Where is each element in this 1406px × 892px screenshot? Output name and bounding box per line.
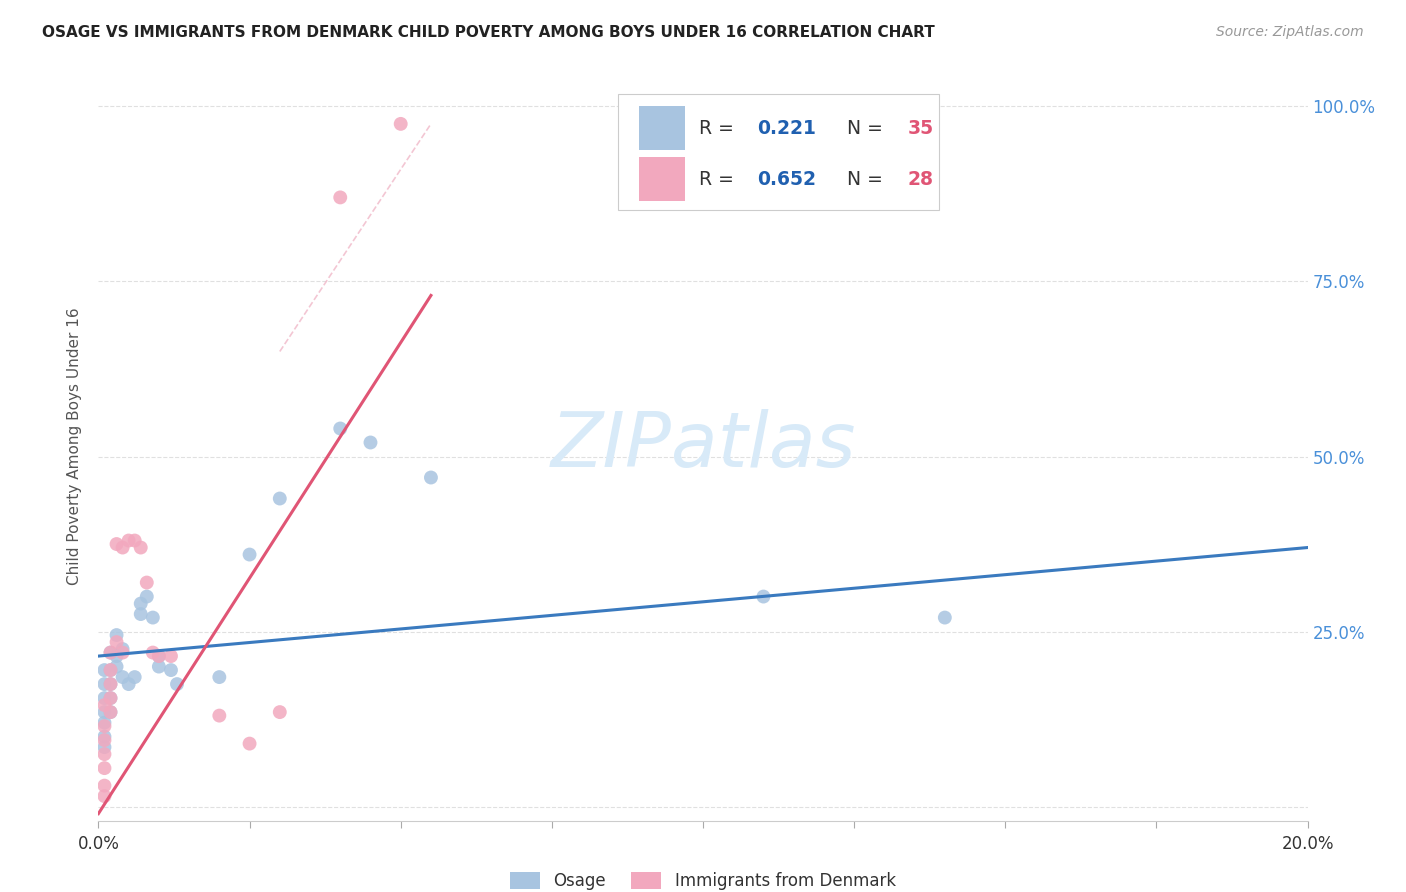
Legend: Osage, Immigrants from Denmark: Osage, Immigrants from Denmark (502, 863, 904, 892)
Point (360, 435, 382, 450)
Point (100, 677, 122, 691)
Point (93, 740, 115, 755)
Point (105, 537, 128, 551)
Point (100, 691, 122, 706)
Point (142, 646, 165, 660)
Text: N =: N = (835, 169, 889, 188)
Text: N =: N = (835, 119, 889, 137)
Point (329, 190, 352, 204)
Y-axis label: Child Poverty Among Boys Under 16: Child Poverty Among Boys Under 16 (67, 307, 83, 585)
Point (93, 733, 115, 747)
Point (269, 491, 291, 506)
Point (93, 705, 115, 719)
Point (105, 649, 128, 664)
Text: ZIPatlas: ZIPatlas (550, 409, 856, 483)
Point (752, 590, 775, 604)
Point (93, 715, 115, 730)
Point (934, 610, 956, 624)
Point (100, 646, 122, 660)
Text: 0.221: 0.221 (758, 119, 817, 137)
Point (118, 677, 141, 691)
Text: 0.652: 0.652 (758, 169, 817, 188)
Point (329, 421, 352, 435)
Point (124, 670, 146, 684)
Point (111, 670, 134, 684)
Text: R =: R = (699, 169, 740, 188)
Point (135, 575, 157, 590)
Point (239, 548, 262, 562)
Point (148, 659, 170, 673)
FancyBboxPatch shape (619, 94, 939, 210)
Text: OSAGE VS IMMIGRANTS FROM DENMARK CHILD POVERTY AMONG BOYS UNDER 16 CORRELATION C: OSAGE VS IMMIGRANTS FROM DENMARK CHILD P… (42, 25, 935, 40)
Text: 28: 28 (907, 169, 934, 188)
Point (135, 590, 157, 604)
Point (93, 747, 115, 761)
Point (111, 642, 134, 657)
Point (100, 646, 122, 660)
Bar (638, 106, 685, 150)
Point (93, 698, 115, 712)
Point (129, 541, 152, 555)
Point (111, 646, 134, 660)
Point (129, 597, 152, 611)
Point (166, 677, 188, 691)
Text: 35: 35 (907, 119, 934, 137)
Point (148, 649, 170, 664)
Point (93, 677, 115, 691)
Point (111, 541, 134, 555)
Point (93, 761, 115, 775)
Point (105, 635, 128, 649)
Point (239, 737, 262, 751)
Point (160, 649, 183, 664)
Point (208, 670, 231, 684)
Point (124, 533, 146, 548)
Point (105, 659, 128, 673)
Point (142, 610, 165, 624)
Point (269, 705, 291, 719)
Point (100, 677, 122, 691)
Point (389, 117, 412, 131)
Point (93, 691, 115, 706)
Point (208, 708, 231, 723)
Point (100, 705, 122, 719)
Text: Source: ZipAtlas.com: Source: ZipAtlas.com (1216, 25, 1364, 39)
Point (100, 705, 122, 719)
Point (93, 663, 115, 677)
Point (420, 470, 443, 484)
Point (105, 628, 128, 642)
Text: R =: R = (699, 119, 740, 137)
Bar (638, 157, 685, 201)
Point (93, 730, 115, 744)
Point (93, 789, 115, 804)
Point (93, 779, 115, 793)
Point (129, 607, 152, 621)
Point (160, 663, 183, 677)
Point (148, 649, 170, 664)
Point (118, 533, 141, 548)
Point (93, 719, 115, 733)
Point (100, 691, 122, 706)
Point (100, 663, 122, 677)
Point (100, 663, 122, 677)
